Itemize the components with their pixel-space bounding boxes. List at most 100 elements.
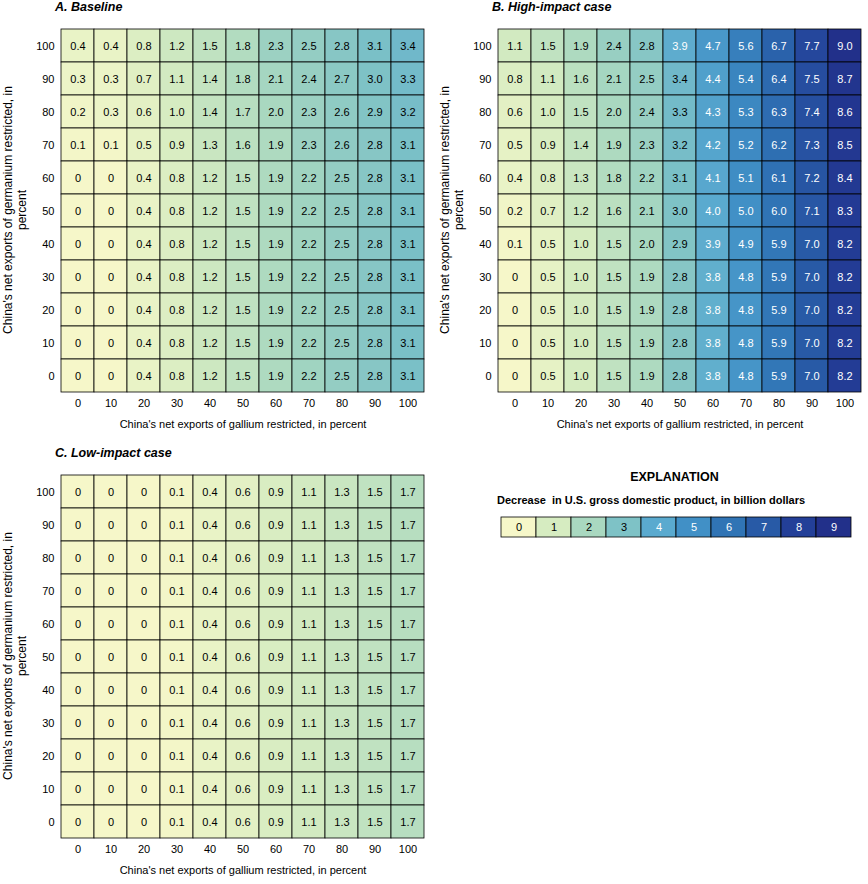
svg-text:20: 20 [42,304,54,316]
svg-text:0: 0 [75,370,81,382]
svg-text:2.8: 2.8 [367,139,382,151]
svg-text:40: 40 [479,238,491,250]
svg-text:3.0: 3.0 [367,73,382,85]
svg-text:1.5: 1.5 [235,172,250,184]
svg-text:4.2: 4.2 [705,139,720,151]
svg-text:1.4: 1.4 [202,73,217,85]
svg-text:0.9: 0.9 [169,139,184,151]
svg-text:0: 0 [141,684,147,696]
svg-text:0.1: 0.1 [507,238,522,250]
svg-text:7: 7 [761,521,767,533]
svg-text:1.9: 1.9 [268,271,283,283]
svg-text:0: 0 [141,783,147,795]
svg-text:0.6: 0.6 [235,816,250,828]
svg-text:40: 40 [641,397,653,409]
svg-text:40: 40 [204,397,216,409]
svg-text:50: 50 [479,205,491,217]
svg-text:90: 90 [806,397,818,409]
svg-text:2.5: 2.5 [334,271,349,283]
svg-text:2.8: 2.8 [367,271,382,283]
svg-text:20: 20 [42,750,54,762]
svg-text:1.9: 1.9 [639,271,654,283]
svg-text:1.1: 1.1 [301,552,316,564]
svg-text:0.8: 0.8 [540,172,555,184]
svg-text:0: 0 [141,816,147,828]
svg-text:6.7: 6.7 [771,40,786,52]
svg-text:4.8: 4.8 [738,304,753,316]
svg-text:2.8: 2.8 [367,337,382,349]
svg-text:30: 30 [479,271,491,283]
svg-text:70: 70 [303,397,315,409]
svg-text:8.6: 8.6 [837,106,852,118]
svg-text:1.9: 1.9 [639,304,654,316]
svg-text:0: 0 [48,816,54,828]
svg-text:1.1: 1.1 [301,717,316,729]
svg-text:7.0: 7.0 [804,337,819,349]
svg-text:60: 60 [42,618,54,630]
svg-text:2.8: 2.8 [367,304,382,316]
svg-text:1.3: 1.3 [202,139,217,151]
svg-text:0: 0 [108,651,114,663]
svg-text:1.7: 1.7 [400,486,415,498]
svg-text:0: 0 [512,304,518,316]
svg-text:1.8: 1.8 [235,40,250,52]
svg-text:0.8: 0.8 [507,73,522,85]
svg-text:5.1: 5.1 [738,172,753,184]
svg-text:4.8: 4.8 [738,337,753,349]
svg-text:1.9: 1.9 [639,370,654,382]
svg-text:0: 0 [108,552,114,564]
svg-text:0: 0 [141,651,147,663]
svg-text:2.3: 2.3 [639,139,654,151]
svg-text:0: 0 [108,816,114,828]
svg-text:20: 20 [138,843,150,855]
svg-text:1.9: 1.9 [268,370,283,382]
svg-text:0: 0 [108,519,114,531]
svg-text:0: 0 [75,205,81,217]
svg-text:0: 0 [108,205,114,217]
svg-text:1.1: 1.1 [540,73,555,85]
svg-text:1.9: 1.9 [268,238,283,250]
svg-text:10: 10 [42,337,54,349]
svg-text:90: 90 [42,73,54,85]
svg-text:0.9: 0.9 [268,816,283,828]
svg-text:1.1: 1.1 [301,783,316,795]
svg-text:1.0: 1.0 [540,106,555,118]
svg-text:100: 100 [399,397,417,409]
svg-text:0: 0 [75,618,81,630]
svg-text:0.6: 0.6 [235,618,250,630]
svg-text:0.9: 0.9 [268,651,283,663]
svg-text:4.4: 4.4 [705,73,720,85]
svg-text:1.9: 1.9 [268,172,283,184]
svg-text:1.3: 1.3 [334,552,349,564]
svg-text:2.3: 2.3 [301,106,316,118]
svg-text:0.8: 0.8 [169,271,184,283]
svg-text:10: 10 [105,397,117,409]
svg-text:3.1: 3.1 [400,238,415,250]
svg-text:2.5: 2.5 [301,40,316,52]
svg-text:3.8: 3.8 [705,304,720,316]
svg-text:3.4: 3.4 [400,40,415,52]
svg-text:1.3: 1.3 [334,717,349,729]
svg-text:10: 10 [105,843,117,855]
svg-text:1.5: 1.5 [235,337,250,349]
svg-text:1.3: 1.3 [334,816,349,828]
svg-text:0: 0 [75,486,81,498]
svg-text:0.8: 0.8 [169,337,184,349]
svg-text:1.4: 1.4 [202,106,217,118]
svg-text:1.5: 1.5 [606,370,621,382]
svg-text:0: 0 [108,271,114,283]
svg-text:0.6: 0.6 [235,519,250,531]
svg-text:0.4: 0.4 [202,552,217,564]
svg-text:1.0: 1.0 [169,106,184,118]
svg-text:0: 0 [48,370,54,382]
svg-text:3.8: 3.8 [705,337,720,349]
svg-text:1.7: 1.7 [400,552,415,564]
svg-text:1.3: 1.3 [334,519,349,531]
svg-text:9: 9 [831,521,837,533]
svg-text:3.1: 3.1 [400,139,415,151]
svg-text:3.1: 3.1 [672,172,687,184]
svg-text:50: 50 [42,651,54,663]
svg-text:4.7: 4.7 [705,40,720,52]
svg-text:0.9: 0.9 [268,750,283,762]
svg-text:3.8: 3.8 [705,271,720,283]
